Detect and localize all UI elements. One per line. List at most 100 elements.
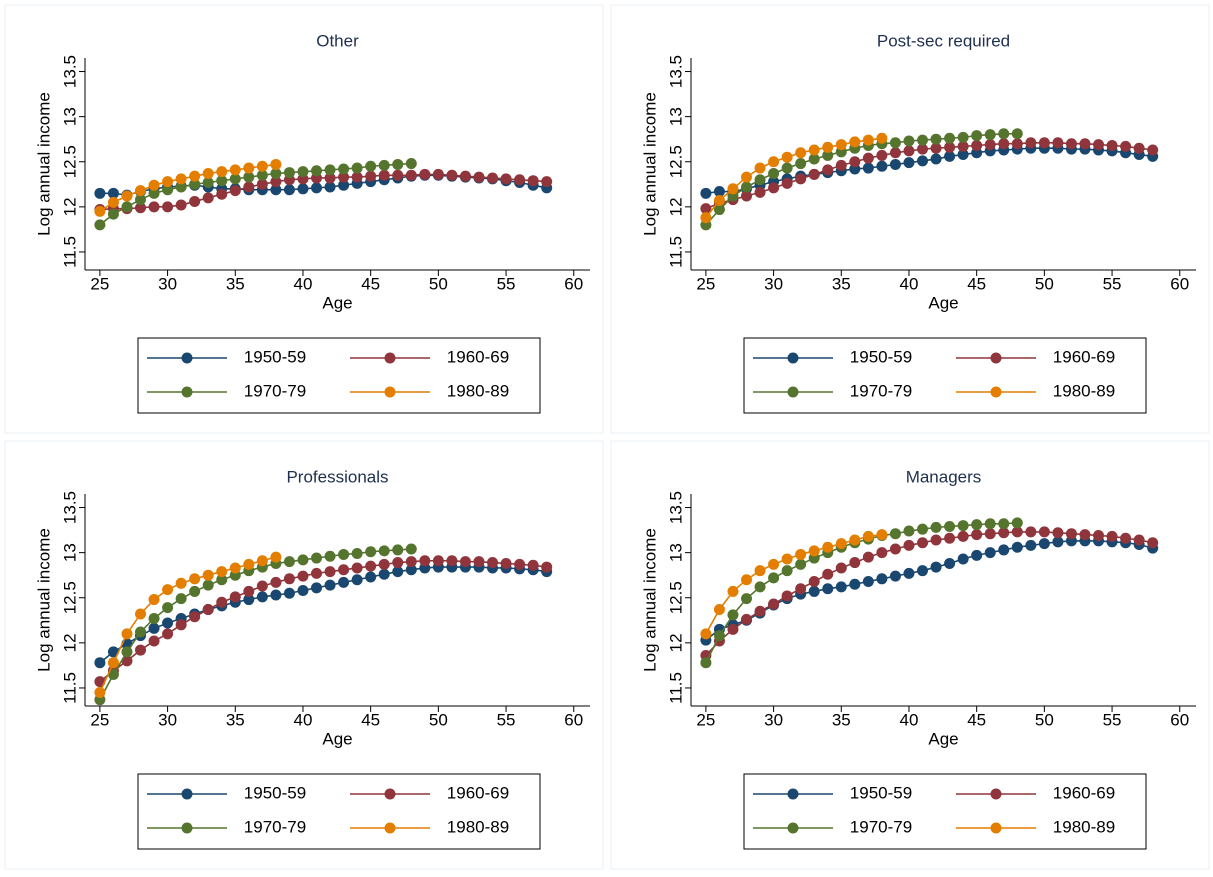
point <box>1025 539 1037 551</box>
point <box>338 163 350 175</box>
point <box>768 558 780 570</box>
point <box>862 576 874 588</box>
point <box>189 585 201 597</box>
point <box>741 613 753 625</box>
point <box>862 152 874 164</box>
point <box>917 143 929 155</box>
y-tick-label: 12 <box>60 197 79 216</box>
point <box>216 188 228 200</box>
point <box>889 158 901 170</box>
legend-box <box>137 773 541 850</box>
point <box>351 171 363 183</box>
point <box>822 541 834 553</box>
y-tick-label: 12.5 <box>666 145 685 178</box>
point <box>514 174 526 186</box>
x-tick-label: 30 <box>158 710 177 729</box>
panel: Post-sec required 11.5 12 12.5 13 13.5 25 30 35 4… <box>610 4 1210 434</box>
point <box>175 577 187 589</box>
point <box>121 628 133 640</box>
point <box>94 219 106 231</box>
x-tick-label: 25 <box>90 274 109 293</box>
legend-marker <box>384 822 396 834</box>
point <box>713 195 725 207</box>
point <box>1011 541 1023 553</box>
panel-title: Other <box>316 31 359 50</box>
point <box>889 570 901 582</box>
point <box>162 584 174 596</box>
point <box>808 585 820 597</box>
point <box>700 187 712 199</box>
point <box>202 176 214 188</box>
point <box>283 587 295 599</box>
point <box>917 537 929 549</box>
point <box>365 546 377 558</box>
point <box>971 130 983 142</box>
x-tick-label: 25 <box>90 710 109 729</box>
point <box>741 181 753 193</box>
legend-marker <box>787 788 799 800</box>
y-axis-label: Log annual income <box>34 528 53 672</box>
x-tick-label: 60 <box>564 274 583 293</box>
point <box>1052 536 1064 548</box>
point <box>405 543 417 555</box>
point <box>768 156 780 168</box>
legend-marker <box>384 352 396 364</box>
point <box>917 565 929 577</box>
point <box>432 168 444 180</box>
point <box>500 173 512 185</box>
point <box>419 168 431 180</box>
point <box>135 644 147 656</box>
point <box>446 169 458 181</box>
point <box>135 202 147 214</box>
point <box>835 581 847 593</box>
point <box>405 556 417 568</box>
point <box>270 184 282 196</box>
x-axis-label: Age <box>928 729 958 748</box>
point <box>324 164 336 176</box>
point <box>781 151 793 163</box>
point <box>229 185 241 197</box>
point <box>419 555 431 567</box>
legend-marker <box>990 352 1002 364</box>
point <box>324 550 336 562</box>
point <box>984 547 996 559</box>
point <box>94 657 106 669</box>
point <box>822 568 834 580</box>
x-tick-label: 55 <box>497 710 516 729</box>
x-tick-label: 50 <box>429 710 448 729</box>
point <box>754 162 766 174</box>
panel-frame <box>610 440 1210 870</box>
point <box>1106 140 1118 152</box>
point <box>270 158 282 170</box>
point <box>822 583 834 595</box>
point <box>216 166 228 178</box>
point <box>1052 137 1064 149</box>
x-tick-label: 40 <box>294 274 313 293</box>
point <box>903 145 915 157</box>
point <box>473 556 485 568</box>
point <box>903 567 915 579</box>
point <box>162 617 174 629</box>
point <box>795 147 807 159</box>
point <box>175 181 187 193</box>
point <box>175 173 187 185</box>
point <box>713 186 725 198</box>
point <box>229 173 241 185</box>
y-axis-label: Log annual income <box>34 92 53 236</box>
point <box>700 628 712 640</box>
series-line <box>99 556 277 693</box>
legend-label: 1980-89 <box>1053 817 1115 836</box>
point <box>741 593 753 605</box>
point <box>527 559 539 571</box>
series-line <box>705 142 1153 210</box>
point <box>338 179 350 191</box>
point <box>957 530 969 542</box>
point <box>283 184 295 196</box>
point <box>256 591 268 603</box>
point <box>998 138 1010 150</box>
point <box>862 530 874 542</box>
point <box>94 205 106 217</box>
point <box>311 567 323 579</box>
point <box>297 585 309 597</box>
